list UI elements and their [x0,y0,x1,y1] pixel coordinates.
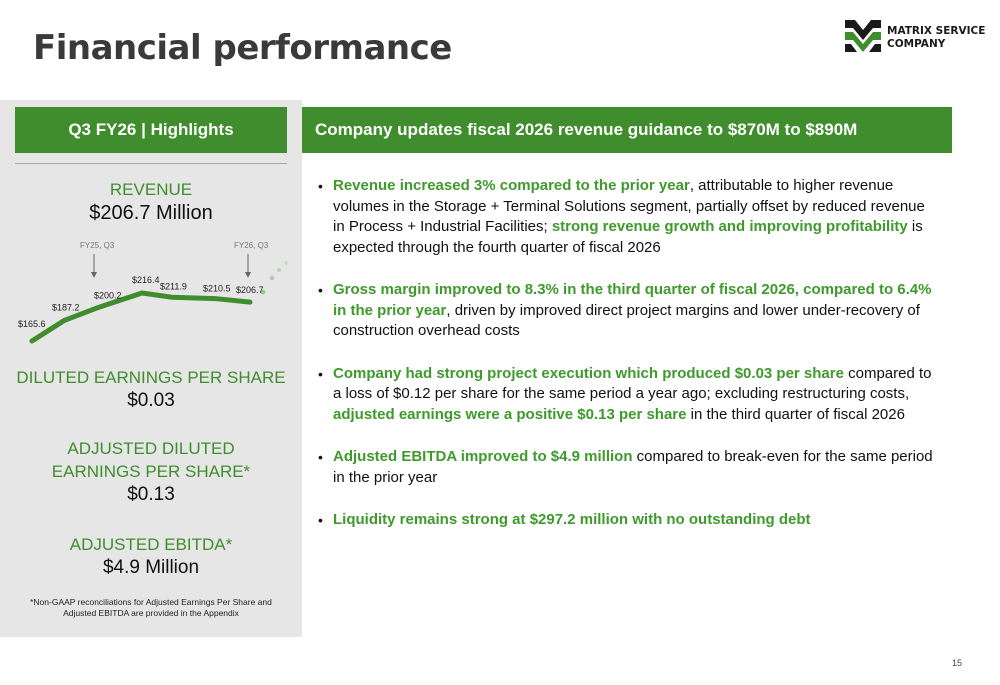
chart-data-label: $216.4 [132,275,160,285]
bullet-ebitda: Adjusted EBITDA improved to $4.9 million… [318,447,938,488]
chart-trend-dot [260,289,266,295]
chart-data-label: $206.7 [236,285,264,295]
bullet-text: compared to a loss of $0.12 per share fo… [333,364,932,403]
diluted-eps-metric: DILUTED EARNINGS PER SHARE $0.03 [15,366,287,413]
diluted-eps-value: $0.03 [127,390,175,411]
revenue-series-line [29,290,253,344]
chart-data-label: $187.2 [52,303,80,313]
bullet-highlight: strong revenue growth and improving prof… [551,218,908,235]
page-title: Financial performance [33,28,452,68]
bullet-highlight: adjusted earnings were a positive $0.13 … [333,405,687,423]
revenue-line-chart: FY25, Q3 FY26, Q3 $165.6 $187.2 $200.2 $216.… [18,241,288,344]
adjusted-eps-metric: ADJUSTED DILUTED EARNINGS PER SHARE* $0.… [15,437,287,507]
chart-data-label: $211.9 [160,281,187,291]
chart-trend-dot [269,275,275,281]
chart-data-labels: $165.6 $187.2 $200.2 $216.4$211.9 $210.5 $206… [18,275,264,329]
chart-data-label: $200.2 [94,290,122,300]
bullet-text: in the third quarter of fiscal 2026 [686,405,905,423]
page-number: 15 [952,658,963,668]
footnote-line-1: *Non-GAAP reconciliations for Adjusted E… [30,597,272,607]
adjusted-ebitda-label: ADJUSTED EBITDA* [69,535,233,554]
highlights-divider [15,163,287,164]
adjusted-ebitda-metric: ADJUSTED EBITDA* $4.9 Million [15,533,287,580]
guidance-header: Company updates fiscal 2026 revenue guid… [302,107,952,153]
logo-text: MATRIX SERVICE COMPANY [887,25,985,51]
bullet-highlight: Company had strong project execution whi… [333,364,844,382]
highlights-panel [0,100,302,637]
bullet-text: is expected through the fourth quarter o… [333,218,923,256]
chart-annotation-arrowhead [91,272,97,278]
adjusted-eps-label-line-1: ADJUSTED DILUTED [67,439,235,458]
bullet-earnings: Company had strong project execution whi… [318,364,938,426]
adjusted-eps-value: $0.13 [127,484,175,505]
bullet-gross-margin: Gross margin improved to 8.3% in the thi… [318,280,938,342]
chart-data-label: $210.5 [203,284,231,294]
chart-annotation-label: FY25, Q3 [80,241,115,250]
bullet-text: , attributable to higher revenue volumes… [333,177,925,235]
bullet-highlight: Liquidity remains strong at $297.2 milli… [333,511,811,528]
chart-data-label: $165.6 [18,319,46,329]
matrix-logo-icon [845,20,881,52]
revenue-metric: REVENUE $206.7 Million [15,178,287,225]
bullet-text: , driven by improved direct project marg… [333,301,920,340]
adjusted-ebitda-value: $4.9 Million [102,557,200,578]
logo-line-2: COMPANY [887,38,946,50]
bullet-highlight: Revenue increased 3% compared to the pri… [333,177,690,194]
diluted-eps-label: DILUTED EARNINGS PER SHARE [16,368,286,387]
chart-trend-dot [284,261,288,265]
logo-line-1: MATRIX SERVICE [887,25,986,37]
bullet-text: compared to break-even for the same peri… [333,448,933,486]
chart-annotation-arrowhead [245,272,251,278]
bullet-revenue: Revenue increased 3% compared to the pri… [318,176,938,258]
chart-annotation-label: FY26, Q3 [234,241,269,250]
bullet-highlight: Gross margin improved to 8.3% in the thi… [333,281,932,319]
non-gaap-footnote: *Non-GAAP reconciliations for Adjusted E… [25,597,277,619]
revenue-value: $206.7 Million [89,202,213,224]
chart-trend-dot [277,268,281,272]
chart-trend-dots [260,261,288,295]
highlights-bullet-list: Revenue increased 3% compared to the pri… [318,176,938,531]
revenue-label: REVENUE [109,180,193,199]
company-logo: MATRIX SERVICE COMPANY [843,16,993,60]
footnote-line-2: Adjusted EBITDA are provided in the Appe… [63,608,239,618]
bullet-liquidity: Liquidity remains strong at $297.2 milli… [318,510,938,531]
chart-annotations: FY25, Q3 FY26, Q3 [80,241,269,278]
bullet-highlight: Adjusted EBITDA improved to $4.9 million [333,448,633,465]
highlights-header: Q3 FY26 | Highlights [15,107,287,153]
adjusted-eps-label-line-2: EARNINGS PER SHARE* [51,462,251,481]
